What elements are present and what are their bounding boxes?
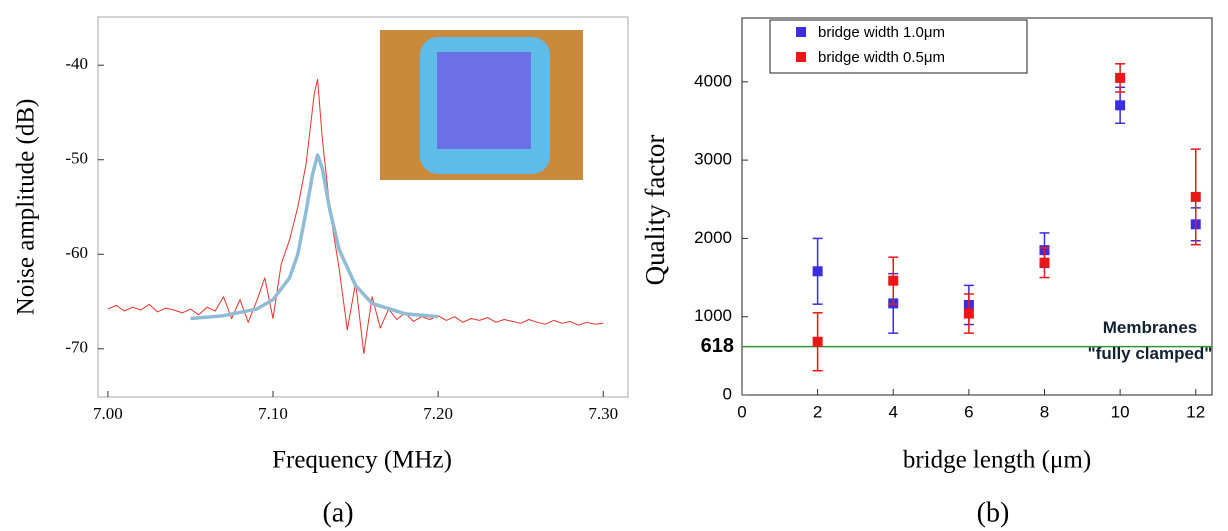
x-tick-label: 12 — [1186, 402, 1205, 421]
annotation: Membranes — [1103, 318, 1197, 337]
x-axis-label: bridge length (μm) — [903, 447, 1091, 474]
y-tick-label: 4000 — [694, 71, 732, 90]
y-tick-label: 3000 — [694, 150, 732, 169]
point — [888, 275, 899, 286]
x-tick-label: 6 — [964, 402, 973, 421]
x-tick-label: 2 — [813, 402, 822, 421]
x-tick-label: 7.10 — [258, 404, 288, 423]
point — [1115, 100, 1126, 111]
y-tick-label: 2000 — [694, 228, 732, 247]
x-axis-label: Frequency (MHz) — [272, 447, 452, 474]
plot-frame — [741, 17, 1213, 396]
y-tick-label: -70 — [65, 338, 88, 357]
point — [1115, 72, 1126, 83]
legend-label: bridge width 1.0μm — [818, 24, 945, 41]
data-line — [190, 153, 439, 321]
y-tick-label: -40 — [65, 54, 88, 73]
x-tick-label: 7.00 — [93, 404, 123, 423]
y-axis-label: Quality factor — [640, 135, 670, 286]
point — [1039, 257, 1050, 268]
x-tick-label: 0 — [737, 402, 746, 421]
x-tick-label: 4 — [889, 402, 898, 421]
point — [812, 266, 823, 277]
inset-photo — [380, 30, 583, 180]
annotation: "fully clamped" — [1088, 344, 1213, 363]
point — [812, 336, 823, 347]
x-tick-label: 7.30 — [588, 404, 618, 423]
point — [963, 308, 974, 319]
x-tick-label: 10 — [1111, 402, 1130, 421]
y-tick-label: 0 — [723, 384, 732, 403]
plot-frame — [97, 16, 629, 398]
y-tick-label: -50 — [65, 149, 88, 168]
legend-label: bridge width 0.5μm — [818, 49, 945, 66]
data-line — [107, 78, 604, 354]
legend-box — [769, 19, 1028, 74]
y-tick-label: -60 — [65, 243, 88, 262]
x-tick-label: 7.20 — [423, 404, 453, 423]
x-tick-label: 8 — [1040, 402, 1049, 421]
y-tick-label: 1000 — [694, 306, 732, 325]
legend-marker — [796, 52, 806, 62]
y-axis-label: Noise amplitude (dB) — [13, 99, 40, 316]
reference-label: 618 — [701, 335, 734, 357]
legend-marker — [796, 27, 806, 37]
caption: (b) — [977, 497, 1010, 528]
caption: (a) — [322, 497, 353, 528]
point — [1190, 191, 1201, 202]
